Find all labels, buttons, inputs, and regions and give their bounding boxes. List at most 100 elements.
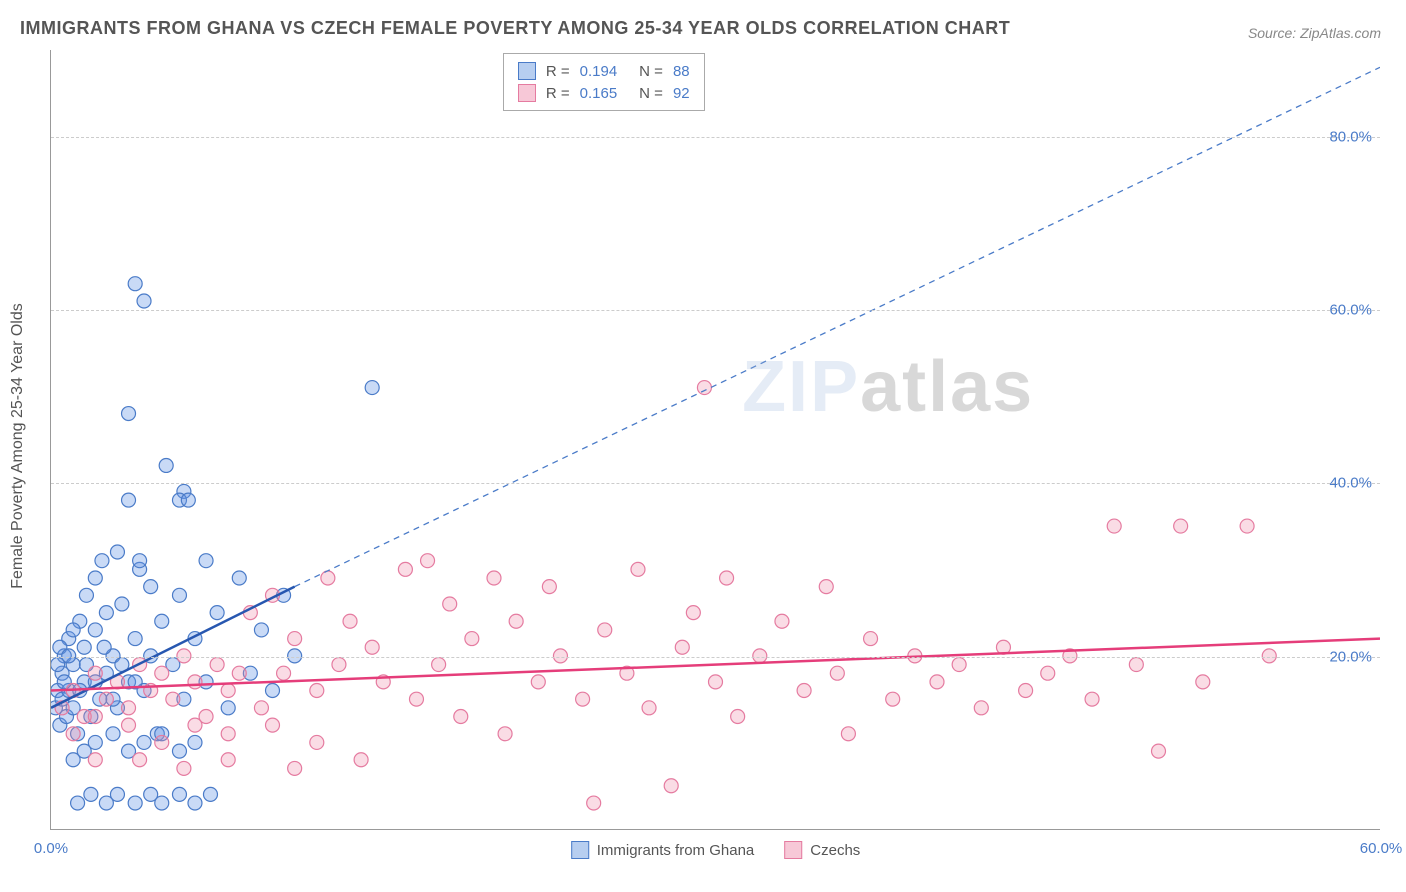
ytick-label: 20.0% <box>1329 648 1372 665</box>
gridline <box>51 483 1380 484</box>
data-point <box>88 709 102 723</box>
data-point <box>664 779 678 793</box>
data-point <box>155 614 169 628</box>
data-point <box>321 571 335 585</box>
data-point <box>88 623 102 637</box>
data-point <box>398 562 412 576</box>
data-point <box>886 692 900 706</box>
data-point <box>1107 519 1121 533</box>
legend-stats-row: R = 0.194N = 88 <box>518 60 690 82</box>
legend-r-value: 0.194 <box>580 63 618 80</box>
data-point <box>487 571 501 585</box>
data-point <box>172 787 186 801</box>
data-point <box>277 666 291 680</box>
legend-n-text: N = <box>639 85 663 102</box>
ytick-label: 60.0% <box>1329 302 1372 319</box>
data-point <box>974 701 988 715</box>
data-point <box>181 493 195 507</box>
data-point <box>155 735 169 749</box>
data-point <box>1129 658 1143 672</box>
legend-item: Czechs <box>784 841 860 859</box>
legend-swatch <box>518 62 536 80</box>
data-point <box>128 632 142 646</box>
data-point <box>642 701 656 715</box>
data-point <box>166 692 180 706</box>
legend-bottom: Immigrants from Ghana Czechs <box>571 841 861 859</box>
data-point <box>587 796 601 810</box>
data-point <box>454 709 468 723</box>
source-label: Source: ZipAtlas.com <box>1248 25 1381 41</box>
data-point <box>79 588 93 602</box>
data-point <box>221 701 235 715</box>
data-point <box>498 727 512 741</box>
gridline <box>51 137 1380 138</box>
data-point <box>697 381 711 395</box>
data-point <box>343 614 357 628</box>
ytick-label: 40.0% <box>1329 475 1372 492</box>
chart-title: IMMIGRANTS FROM GHANA VS CZECH FEMALE PO… <box>20 18 1010 39</box>
legend-item: Immigrants from Ghana <box>571 841 755 859</box>
data-point <box>188 675 202 689</box>
xtick-label: 0.0% <box>34 840 68 857</box>
data-point <box>128 277 142 291</box>
data-point <box>133 753 147 767</box>
data-point <box>188 796 202 810</box>
data-point <box>210 606 224 620</box>
data-point <box>155 666 169 680</box>
legend-swatch <box>571 841 589 859</box>
data-point <box>1152 744 1166 758</box>
legend-r-text: R = <box>546 85 570 102</box>
data-point <box>1174 519 1188 533</box>
data-point <box>95 554 109 568</box>
data-point <box>443 597 457 611</box>
data-point <box>310 684 324 698</box>
data-point <box>133 554 147 568</box>
data-point <box>232 666 246 680</box>
data-point <box>720 571 734 585</box>
legend-label: Czechs <box>810 842 860 859</box>
data-point <box>88 571 102 585</box>
data-point <box>122 701 136 715</box>
data-point <box>88 666 102 680</box>
data-point <box>509 614 523 628</box>
data-point <box>288 761 302 775</box>
data-point <box>128 796 142 810</box>
legend-n-text: N = <box>639 63 663 80</box>
data-point <box>310 735 324 749</box>
data-point <box>221 684 235 698</box>
data-point <box>115 597 129 611</box>
data-point <box>203 787 217 801</box>
chart-container: IMMIGRANTS FROM GHANA VS CZECH FEMALE PO… <box>0 0 1406 892</box>
legend-r-value: 0.165 <box>580 85 618 102</box>
legend-swatch <box>518 84 536 102</box>
data-point <box>106 727 120 741</box>
data-point <box>365 640 379 654</box>
data-point <box>266 718 280 732</box>
data-point <box>172 588 186 602</box>
data-point <box>542 580 556 594</box>
plot-area: ZIPatlas R = 0.194N = 88R = 0.165N = 92 … <box>50 50 1380 830</box>
data-point <box>77 640 91 654</box>
data-point <box>709 675 723 689</box>
trend-line-dashed <box>295 67 1380 586</box>
data-point <box>122 718 136 732</box>
data-point <box>952 658 966 672</box>
data-point <box>797 684 811 698</box>
data-point <box>110 787 124 801</box>
xtick-label: 60.0% <box>1360 840 1403 857</box>
data-point <box>254 701 268 715</box>
data-point <box>841 727 855 741</box>
data-point <box>432 658 446 672</box>
legend-r-text: R = <box>546 63 570 80</box>
data-point <box>686 606 700 620</box>
data-point <box>99 606 113 620</box>
legend-swatch <box>784 841 802 859</box>
data-point <box>1019 684 1033 698</box>
data-point <box>88 753 102 767</box>
ytick-label: 80.0% <box>1329 128 1372 145</box>
data-point <box>137 294 151 308</box>
data-point <box>1085 692 1099 706</box>
data-point <box>177 761 191 775</box>
data-point <box>199 554 213 568</box>
data-point <box>830 666 844 680</box>
